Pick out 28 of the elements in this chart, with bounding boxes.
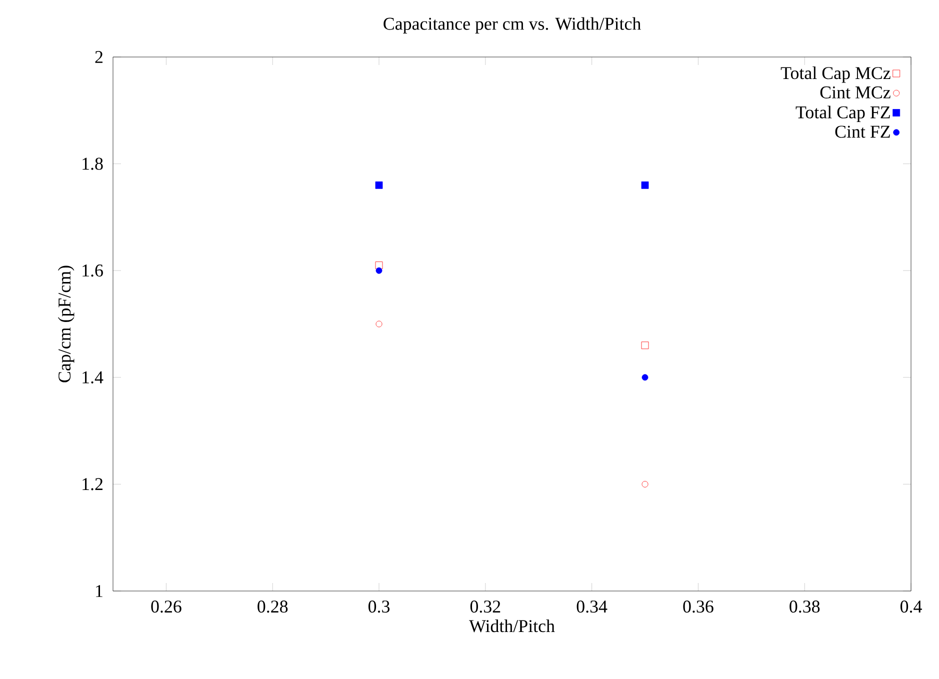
x-tick-label: 0.32 [470,600,500,613]
y-tick-label: 1 [96,585,102,597]
x-tick-label: 0.38 [790,600,820,613]
x-tick-label: 0.34 [576,600,608,613]
y-tick-label: 1.8 [82,158,103,170]
point [641,342,649,350]
x-tick-label: 0.4 [900,600,922,613]
legend-label: Cint FZ [835,126,890,138]
x-tick-label: 0.28 [258,600,288,613]
point [376,267,382,274]
x-tick-label: 0.36 [683,600,714,613]
point [642,374,648,381]
legend-label: Cint MCz [820,86,890,98]
point [376,320,382,328]
y-tick-label: 1.2 [82,478,102,490]
y-tick-label: 1.6 [82,264,103,277]
chart-title: Capacitance per cm vs. Width/Pitch [384,17,641,34]
point [642,481,648,488]
x-tick-label: 0.26 [151,600,182,613]
y-axis-title: Cap/cm (pF/cm) [58,266,74,382]
x-axis-title: Width/Pitch [469,620,555,632]
point [641,181,649,189]
x-tick-label: 0.3 [368,600,390,613]
point [375,181,383,189]
y-tick-label: 2 [95,51,102,63]
y-tick-label: 1.4 [82,371,104,384]
legend-label: Total Cap FZ [796,106,890,122]
legend-label: Total Cap MCz [780,66,890,83]
